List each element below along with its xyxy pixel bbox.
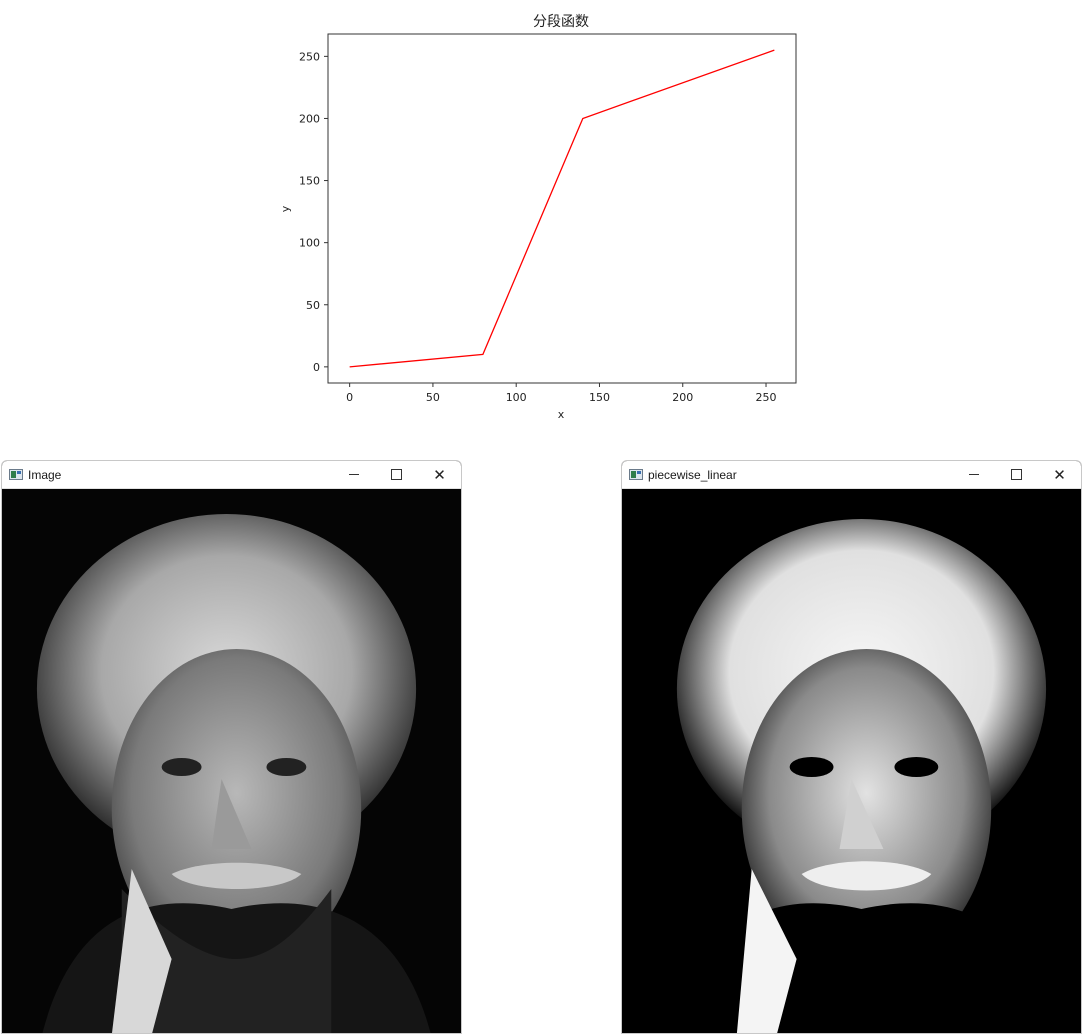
chart-svg: 分段函数 0 50 100 150 200 250 0 50 100 150 200 250 x y <box>279 14 797 421</box>
minimize-button[interactable] <box>332 461 375 488</box>
maximize-icon <box>1011 469 1022 480</box>
piecewise-chart: 分段函数 0 50 100 150 200 250 0 50 100 150 200 250 x y <box>270 0 830 430</box>
app-icon <box>629 469 643 480</box>
portrait-image-contrast <box>622 489 1081 1033</box>
window-titlebar[interactable]: Image ✕ <box>2 461 461 489</box>
window-titlebar[interactable]: piecewise_linear ✕ <box>622 461 1081 489</box>
minimize-icon <box>968 474 979 475</box>
x-tick-label: 0 <box>346 391 353 404</box>
y-tick-label: 200 <box>299 112 320 125</box>
y-tick-label: 150 <box>299 175 320 188</box>
x-tick-label: 200 <box>672 391 693 404</box>
maximize-button[interactable] <box>375 461 418 488</box>
close-button[interactable]: ✕ <box>1038 461 1081 488</box>
window-title: Image <box>28 467 62 482</box>
x-tick-label: 250 <box>756 391 777 404</box>
maximize-icon <box>391 469 402 480</box>
portrait-image <box>2 489 461 1033</box>
series-line <box>349 49 775 368</box>
close-button[interactable]: ✕ <box>418 461 461 488</box>
y-tick-label: 100 <box>299 237 320 250</box>
x-tick-label: 150 <box>589 391 610 404</box>
y-axis-ticks: 0 50 100 150 200 250 <box>299 50 328 374</box>
y-tick-label: 0 <box>313 361 320 374</box>
maximize-button[interactable] <box>995 461 1038 488</box>
image-window[interactable]: Image ✕ <box>1 460 462 1034</box>
y-tick-label: 50 <box>306 299 320 312</box>
window-title: piecewise_linear <box>648 467 737 482</box>
x-axis-label: x <box>558 408 565 421</box>
chart-title: 分段函数 <box>533 14 589 30</box>
minimize-icon <box>348 474 359 475</box>
x-tick-label: 100 <box>506 391 527 404</box>
close-icon: ✕ <box>1053 465 1066 484</box>
y-axis-label: y <box>279 205 292 212</box>
app-icon <box>9 469 23 480</box>
y-tick-label: 250 <box>299 50 320 63</box>
plot-frame <box>327 33 797 384</box>
piecewise-linear-window[interactable]: piecewise_linear ✕ <box>621 460 1082 1034</box>
close-icon: ✕ <box>433 465 446 484</box>
x-tick-label: 50 <box>426 391 440 404</box>
x-axis-ticks: 0 50 100 150 200 250 <box>346 383 777 404</box>
minimize-button[interactable] <box>952 461 995 488</box>
